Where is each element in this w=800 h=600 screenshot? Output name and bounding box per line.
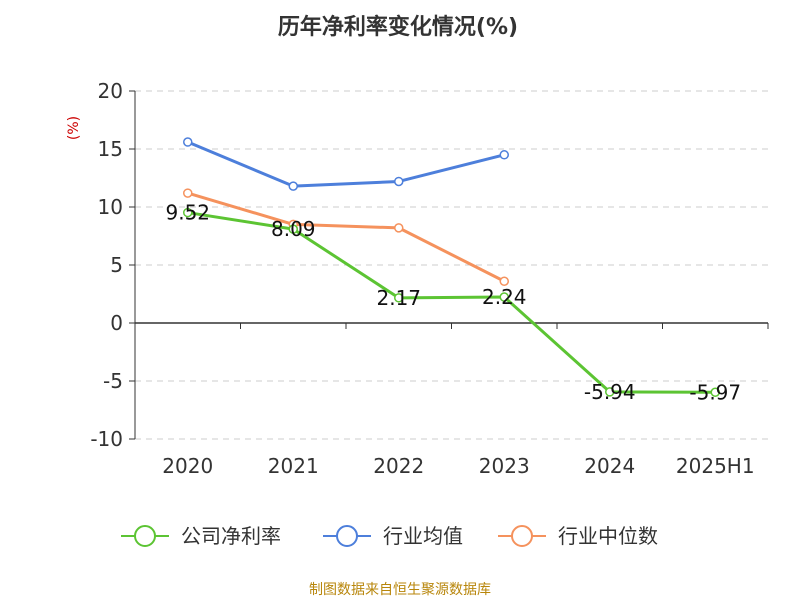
y-tick-label: -5 [103, 369, 123, 393]
data-label: -5.94 [584, 380, 636, 404]
legend-item[interactable]: 公司净利率 [121, 524, 281, 548]
source-note: 制图数据来自恒生聚源数据库 [309, 582, 491, 598]
y-tick-label: 15 [98, 137, 123, 161]
chart-title: 历年净利率变化情况(%) [278, 14, 518, 40]
data-point[interactable] [288, 181, 298, 191]
grid-lines [135, 90, 768, 440]
data-label: 8.09 [271, 217, 316, 241]
x-tick-label: 2021 [268, 454, 319, 478]
y-tick-label: 0 [110, 311, 123, 335]
data-point[interactable] [394, 293, 404, 303]
y-tick-label: 20 [98, 79, 123, 103]
data-point[interactable] [710, 387, 720, 398]
series-line [187, 140, 505, 188]
legend-marker [511, 525, 533, 547]
data-label: 2.17 [376, 286, 421, 310]
series-line [187, 211, 716, 394]
data-point[interactable] [288, 224, 298, 234]
legend-item[interactable]: 行业中位数 [498, 524, 658, 548]
legend-marker [134, 525, 156, 547]
x-tick-label: 2025H1 [676, 454, 755, 478]
legend-marker [336, 525, 358, 547]
series [183, 137, 720, 398]
data-point[interactable] [605, 387, 615, 397]
data-point[interactable] [394, 176, 404, 187]
legend-label: 公司净利率 [181, 524, 281, 548]
data-label: 2.24 [482, 285, 527, 309]
series-line [187, 191, 505, 283]
axes: 20 15 10 5 0 -5 -10 2020 2021 2022 2023 2024 2025H1 [90, 79, 769, 478]
x-tick-label: 2022 [373, 454, 424, 478]
y-tick-label: -10 [90, 427, 123, 451]
legend-label: 行业中位数 [558, 524, 658, 548]
legend[interactable]: 公司净利率 行业均值 行业中位数 [121, 524, 658, 548]
legend-item[interactable]: 行业均值 [323, 524, 463, 548]
legend-label: 行业均值 [383, 524, 463, 548]
data-point[interactable] [499, 292, 509, 302]
data-point[interactable] [394, 223, 404, 233]
y-tick-label: 5 [110, 253, 123, 277]
x-tick-label: 2024 [584, 454, 635, 478]
y-tick-label: 10 [98, 195, 123, 219]
data-point[interactable] [499, 276, 509, 286]
y-axis-label: (%) [66, 116, 82, 140]
data-labels: 9.52 8.09 2.17 2.24 -5.94 -5.97 [165, 201, 741, 405]
x-tick-label: 2023 [479, 454, 530, 478]
data-point[interactable] [183, 137, 193, 147]
x-tick-label: 2020 [162, 454, 213, 478]
data-label: 9.52 [165, 201, 210, 225]
data-point[interactable] [183, 188, 193, 198]
data-label: -5.97 [689, 380, 741, 404]
data-point[interactable] [183, 207, 193, 218]
data-point[interactable] [499, 150, 509, 160]
